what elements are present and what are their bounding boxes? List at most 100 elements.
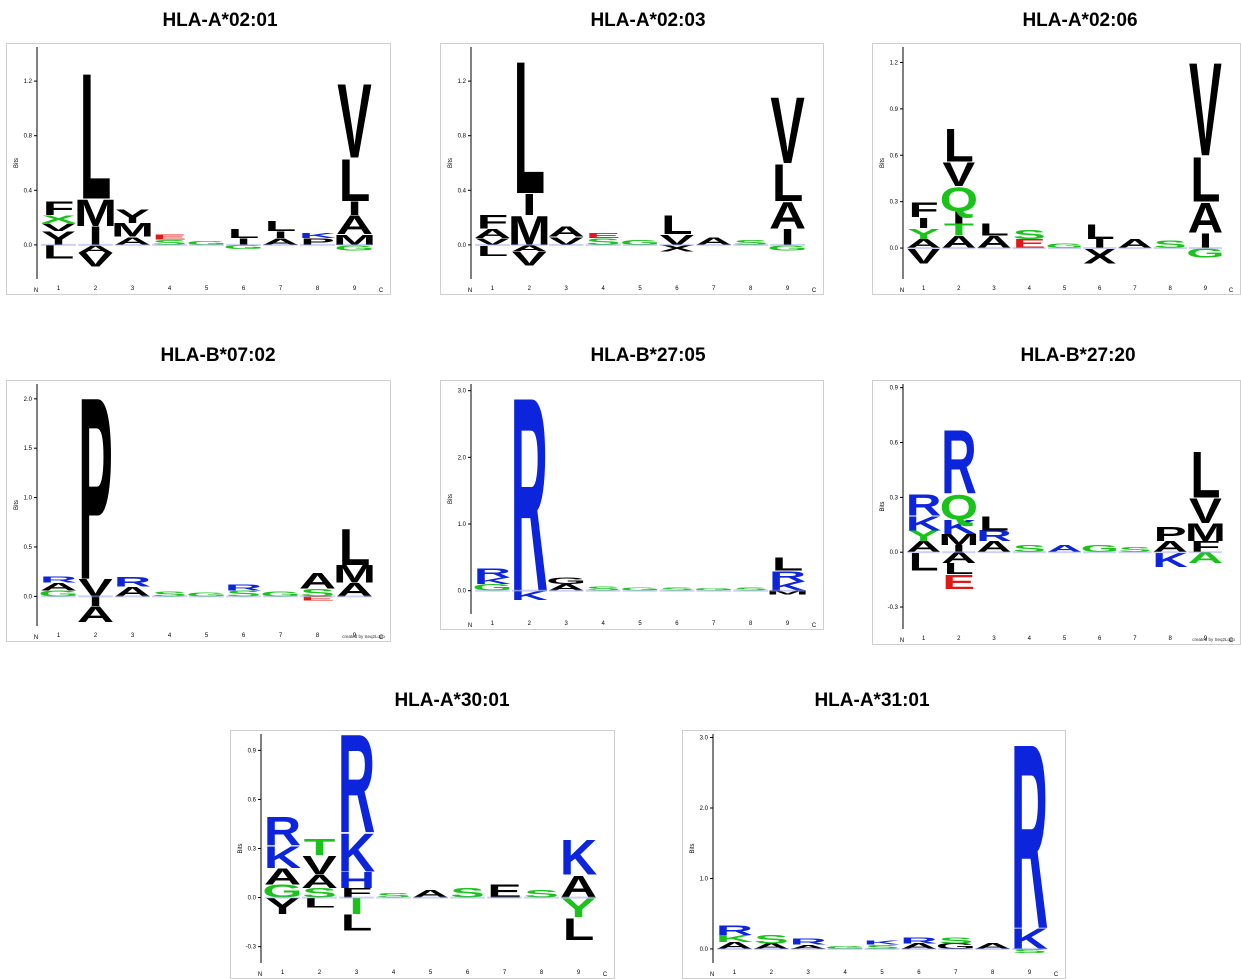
position-label: 5: [638, 286, 642, 292]
logo-letter-r: R: [769, 568, 806, 584]
baseline-residues: [1153, 247, 1187, 250]
position-label: 3: [131, 286, 135, 292]
svg-text:I: I: [347, 198, 361, 219]
logo-letter-e: E: [942, 570, 975, 593]
svg-text:S: S: [939, 936, 973, 945]
baseline-residues: [1188, 247, 1222, 250]
logo-letter-t: T: [304, 835, 336, 860]
logo-letter-k: K: [1152, 548, 1188, 571]
logo-letter-a: A: [1188, 549, 1224, 566]
position-label: 8: [991, 970, 995, 976]
logo-letter-a: A: [299, 569, 336, 593]
svg-text:K: K: [474, 575, 512, 586]
baseline-residues: [115, 243, 150, 246]
y-tick-label: 1.2: [890, 60, 899, 66]
y-tick-label: 1.0: [24, 496, 33, 502]
svg-text:S: S: [1013, 227, 1046, 242]
position-label: 4: [843, 970, 847, 976]
svg-text:G: G: [223, 244, 263, 250]
logo-letter-a: A: [511, 243, 548, 254]
svg-text:L: L: [43, 242, 75, 263]
svg-text:M: M: [74, 191, 117, 234]
svg-text:K: K: [338, 823, 375, 884]
logo-letter-k: K: [511, 588, 548, 602]
y-tick-label: 1.0: [700, 876, 709, 882]
logo-letter-v: V: [78, 250, 113, 271]
svg-text:M: M: [333, 560, 376, 588]
position-label: 7: [279, 286, 283, 292]
logo-letter-g: G: [334, 244, 374, 252]
baseline-residues: [717, 947, 752, 950]
svg-text:M: M: [111, 220, 154, 241]
logo-letter-y: Y: [907, 225, 940, 242]
panel-title-a0206: HLA-A*02:06: [1022, 10, 1138, 31]
logo-letter-a: A: [769, 194, 806, 237]
logo-frame: [872, 43, 1241, 295]
logo-letter-l: L: [772, 155, 803, 214]
svg-text:L: L: [1085, 220, 1115, 244]
position-label: 9: [786, 286, 790, 292]
logo-letter-k: K: [338, 823, 375, 884]
position-label: 5: [205, 286, 209, 292]
logo-letter-f: F: [43, 198, 75, 219]
logo-letter-a: A: [548, 582, 585, 593]
position-label: 9: [1204, 636, 1208, 642]
logo-letter-l: L: [661, 210, 692, 240]
logo-letter-v: V: [1189, 491, 1222, 531]
svg-text:A: A: [716, 940, 753, 951]
y-tick-label: 0.0: [24, 594, 33, 600]
logo-letter-l: L: [1190, 144, 1220, 216]
baseline-residues: [1012, 947, 1047, 950]
logo-letter-g: G: [936, 942, 976, 951]
logo-letter-e: E: [300, 595, 334, 601]
position-label: 5: [1063, 636, 1067, 642]
svg-text:G: G: [186, 591, 226, 597]
y-tick-label: 0.3: [890, 200, 899, 206]
position-label: 7: [712, 621, 716, 627]
svg-text:I: I: [236, 236, 250, 247]
svg-text:S: S: [586, 586, 620, 592]
logo-letter-a: A: [753, 942, 790, 951]
credit-label: created by Seq2Logo: [342, 634, 385, 639]
y-tick-label: 0.3: [890, 495, 899, 501]
svg-text:L: L: [228, 226, 260, 241]
position-label: 1: [57, 286, 61, 292]
baseline-residues: [511, 243, 547, 246]
svg-text:G: G: [620, 586, 660, 591]
c-terminus-label: C: [379, 635, 384, 641]
baseline-residues: [1012, 247, 1046, 250]
panel-title-b2705: HLA-B*27:05: [590, 345, 706, 366]
position-label: 2: [528, 286, 532, 292]
logo-letter-m: M: [508, 208, 551, 254]
svg-text:G: G: [334, 244, 374, 252]
c-terminus-label: C: [603, 972, 608, 978]
logo-letter-s: S: [939, 936, 973, 945]
svg-text:G: G: [260, 590, 300, 598]
svg-text:X: X: [41, 213, 76, 226]
baseline-residues: [1083, 247, 1117, 250]
svg-text:P: P: [300, 236, 334, 247]
logo-letter-v: V: [475, 236, 510, 247]
svg-text:G: G: [825, 944, 865, 949]
y-tick-label: 1.2: [458, 79, 467, 85]
svg-text:A: A: [976, 233, 1012, 252]
svg-text:A: A: [900, 942, 937, 951]
position-label: 6: [242, 633, 246, 639]
y-tick-label: 0.8: [458, 134, 467, 140]
logo-letter-k: K: [941, 516, 977, 539]
position-label: 6: [242, 286, 246, 292]
logo-letter-g: G: [38, 589, 78, 598]
position-label: 4: [601, 286, 605, 292]
logo-letter-r: R: [716, 922, 753, 937]
logo-letter-i: I: [236, 236, 250, 247]
baseline-residues: [561, 896, 596, 899]
panel-title-a3001: HLA-A*30:01: [394, 690, 510, 711]
svg-text:A: A: [262, 236, 299, 247]
baseline-residues: [977, 247, 1011, 250]
logo-letter-a: A: [974, 942, 1011, 951]
logo-letter-s: S: [733, 586, 767, 591]
baseline-residues: [337, 595, 372, 598]
baseline-residues: [450, 896, 485, 899]
